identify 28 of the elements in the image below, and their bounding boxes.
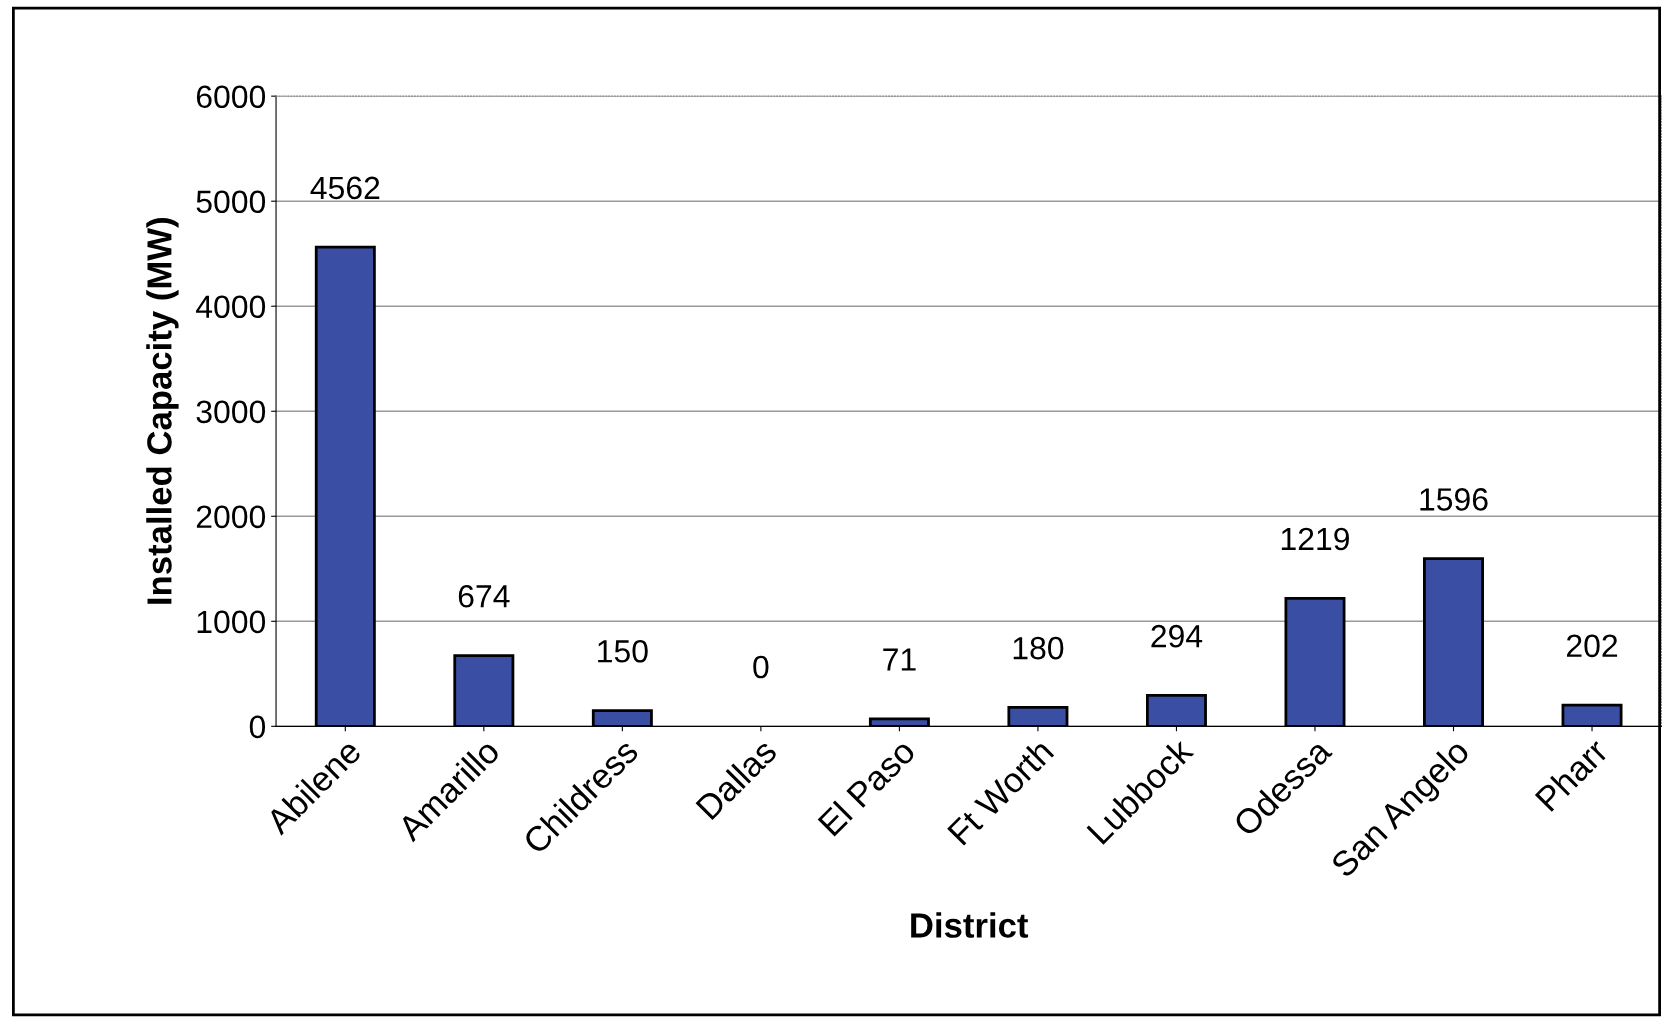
y-tick-label: 5000 — [196, 190, 266, 214]
data-label: 674 — [458, 584, 510, 608]
bar — [453, 654, 515, 727]
y-tick-label: 4000 — [196, 295, 266, 319]
bar — [868, 717, 930, 727]
x-axis-title: District — [911, 912, 1029, 938]
data-label: 202 — [1566, 634, 1618, 658]
y-tick-label: 2000 — [196, 505, 266, 529]
data-label: 294 — [1151, 624, 1203, 648]
y-tick-label: 6000 — [196, 85, 266, 109]
data-label: 1219 — [1281, 527, 1349, 551]
y-axis-title: Installed Capacity (MW) — [146, 218, 179, 604]
data-label: 0 — [753, 655, 769, 679]
data-label: 180 — [1013, 636, 1064, 660]
bar — [1145, 694, 1207, 727]
data-label: 4562 — [310, 176, 380, 200]
bar — [314, 245, 376, 727]
bar — [1423, 557, 1484, 727]
bar — [591, 709, 653, 727]
bar — [1284, 596, 1346, 727]
y-tick-label: 1000 — [197, 610, 266, 634]
data-label: 71 — [883, 648, 916, 671]
data-label: 150 — [598, 639, 648, 663]
data-label: 1596 — [1420, 488, 1488, 511]
y-tick-label: 0 — [249, 715, 266, 739]
bar — [1007, 706, 1069, 727]
y-tick-label: 3000 — [196, 400, 266, 424]
bar — [1561, 703, 1623, 727]
